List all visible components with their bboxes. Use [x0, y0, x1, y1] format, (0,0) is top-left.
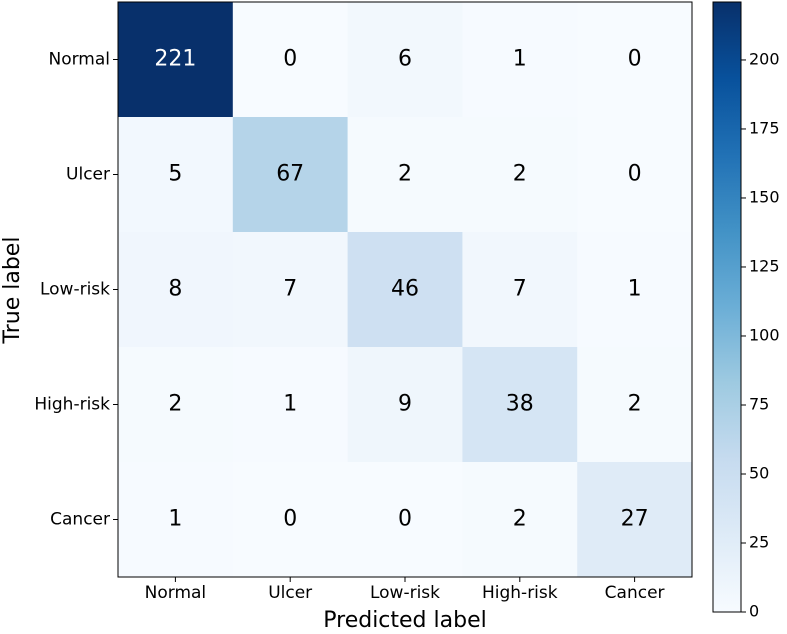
heatmap-cell [347, 462, 463, 578]
cell-label: 0 [628, 162, 642, 187]
x-tick-label: Normal [145, 583, 207, 603]
cell-label: 8 [168, 277, 182, 302]
cell-label: 2 [398, 162, 412, 187]
y-tick-label: Normal [48, 50, 110, 70]
y-axis-label: True label [0, 237, 25, 345]
heatmap-cell [232, 117, 349, 233]
colorbar-tick-label: 0 [749, 602, 759, 621]
heatmap-cell [462, 117, 578, 233]
cell-label: 1 [168, 507, 182, 532]
y-tick-label: High-risk [34, 395, 110, 415]
y-tick-label: Cancer [50, 510, 110, 530]
heatmap-cell [118, 117, 234, 233]
colorbar-tick-label: 100 [749, 325, 780, 344]
heatmap-cell [577, 117, 693, 233]
cell-label: 46 [391, 277, 419, 302]
x-tick-label: High-risk [482, 583, 558, 603]
cell-label: 6 [398, 47, 412, 72]
cell-label: 0 [398, 507, 412, 532]
cell-label: 0 [283, 47, 297, 72]
cell-label: 5 [168, 162, 182, 187]
x-axis-label: Predicted label [323, 608, 486, 633]
heatmap-cell [232, 347, 349, 463]
cell-label: 27 [621, 507, 649, 532]
colorbar-tick-label: 75 [749, 394, 769, 413]
cell-label: 7 [513, 277, 527, 302]
y-tick-label: Ulcer [66, 165, 110, 185]
heatmap-cell [232, 232, 349, 348]
cell-label: 221 [154, 47, 196, 72]
cell-label: 7 [283, 277, 297, 302]
heatmap-cell [118, 347, 234, 463]
x-tick-label: Low-risk [370, 583, 440, 603]
heatmap-cell [462, 462, 578, 578]
heatmap-cell [577, 462, 693, 578]
x-tick-label: Ulcer [268, 583, 312, 603]
heatmap-cell [462, 347, 578, 463]
cell-label: 0 [628, 47, 642, 72]
cell-label: 1 [513, 47, 527, 72]
y-tick-label: Low-risk [40, 280, 110, 300]
cell-label: 38 [506, 392, 534, 417]
cell-label: 1 [628, 277, 642, 302]
cell-label: 9 [398, 392, 412, 417]
cell-label: 2 [628, 392, 642, 417]
heatmap-cell [347, 2, 463, 118]
colorbar-tick-label: 125 [749, 256, 780, 275]
cell-label: 1 [283, 392, 297, 417]
x-tick-label: Cancer [605, 583, 665, 603]
cell-label: 0 [283, 507, 297, 532]
cell-label: 67 [276, 162, 304, 187]
heatmap-cell [347, 117, 463, 233]
heatmap-cell [232, 462, 349, 578]
colorbar-tick-label: 25 [749, 532, 769, 551]
heatmap-cell [118, 2, 234, 118]
colorbar [712, 1, 742, 613]
heatmap-cell [462, 232, 578, 348]
colorbar-tick-label: 200 [749, 49, 780, 68]
heatmap-cell [577, 232, 693, 348]
cell-label: 2 [168, 392, 182, 417]
cell-label: 2 [513, 162, 527, 187]
colorbar-tick-label: 175 [749, 118, 780, 137]
heatmap-cell [577, 347, 693, 463]
heatmap-cell [347, 232, 463, 348]
colorbar-tick-label: 150 [749, 187, 780, 206]
colorbar-tick-label: 50 [749, 463, 769, 482]
heatmap-cell [232, 2, 349, 118]
heatmap-cell [118, 462, 234, 578]
heatmap-cell [347, 347, 463, 463]
cell-label: 2 [513, 507, 527, 532]
heatmap-cell [462, 2, 578, 118]
heatmap-cell [118, 232, 234, 348]
heatmap-cell [577, 2, 693, 118]
